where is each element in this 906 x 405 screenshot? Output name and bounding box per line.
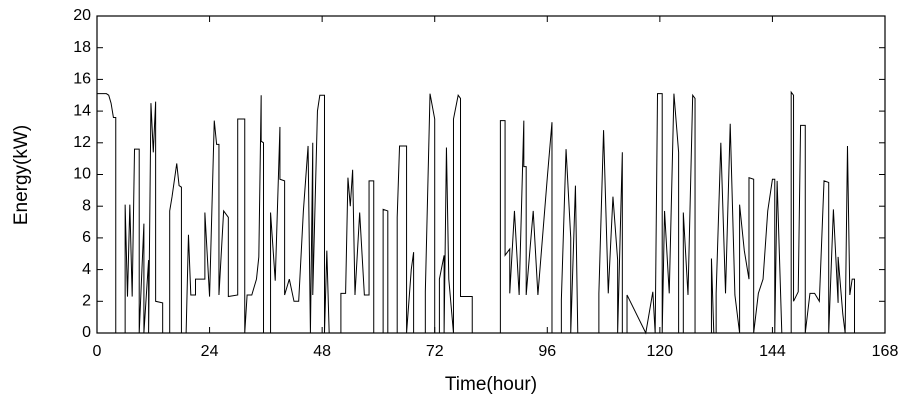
y-tick-label: 4 — [82, 261, 91, 278]
y-tick-label: 14 — [73, 102, 91, 119]
y-tick-label: 20 — [73, 7, 91, 24]
y-tick-label: 0 — [82, 324, 91, 341]
y-tick-label: 2 — [82, 293, 91, 310]
x-tick-label: 24 — [201, 343, 219, 360]
y-tick-label: 6 — [82, 229, 91, 246]
x-tick-label: 72 — [426, 343, 444, 360]
y-tick-label: 16 — [73, 71, 91, 88]
x-tick-label: 96 — [538, 343, 556, 360]
y-tick-label: 8 — [82, 197, 91, 214]
plot-frame — [96, 15, 886, 334]
x-axis-title: Time(hour) — [445, 374, 537, 395]
y-axis-title: Energy(kW) — [11, 125, 32, 225]
y-tick-label: 18 — [73, 39, 91, 56]
x-tick-label: 0 — [93, 343, 102, 360]
energy-line — [97, 90, 885, 335]
x-tick-label: 144 — [759, 343, 786, 360]
x-tick-label: 168 — [872, 343, 899, 360]
y-tick-label: 12 — [73, 134, 91, 151]
y-tick-label: 10 — [73, 166, 91, 183]
x-tick-label: 120 — [647, 343, 674, 360]
x-tick-label: 48 — [313, 343, 331, 360]
